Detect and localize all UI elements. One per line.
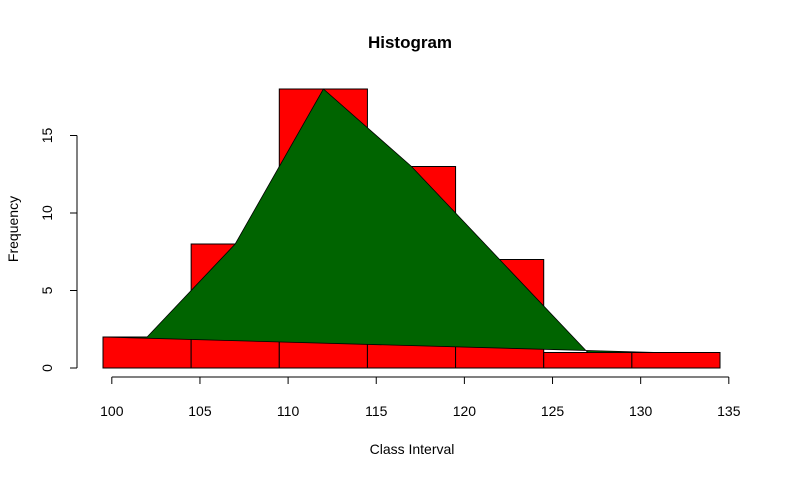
x-tick-label: 100 (100, 403, 124, 419)
x-tick-label: 125 (541, 403, 565, 419)
chart-title: Histogram (368, 33, 452, 52)
y-axis-label: Frequency (5, 196, 21, 262)
x-axis: 100 105 110 115 120 125 130 135 (100, 376, 741, 419)
x-tick-label: 110 (277, 403, 300, 419)
x-tick-label: 105 (188, 403, 212, 419)
y-tick-label: 0 (39, 364, 55, 372)
x-tick-label: 115 (365, 403, 388, 419)
y-axis: 0 5 10 15 (39, 128, 78, 372)
frequency-polygon (102, 88, 659, 353)
frequency-polygon-layer (102, 88, 659, 353)
x-axis-label: Class Interval (370, 441, 455, 457)
histogram-bar-1 (102, 336, 192, 369)
x-tick-label: 135 (717, 403, 741, 419)
y-tick-label: 5 (39, 286, 55, 294)
y-tick-label: 10 (39, 205, 55, 221)
histogram-bar-7 (631, 352, 721, 369)
histogram-bar-6 (543, 352, 633, 369)
x-tick-label: 120 (453, 403, 477, 419)
x-tick-label: 130 (629, 403, 653, 419)
y-tick-label: 15 (39, 128, 55, 144)
